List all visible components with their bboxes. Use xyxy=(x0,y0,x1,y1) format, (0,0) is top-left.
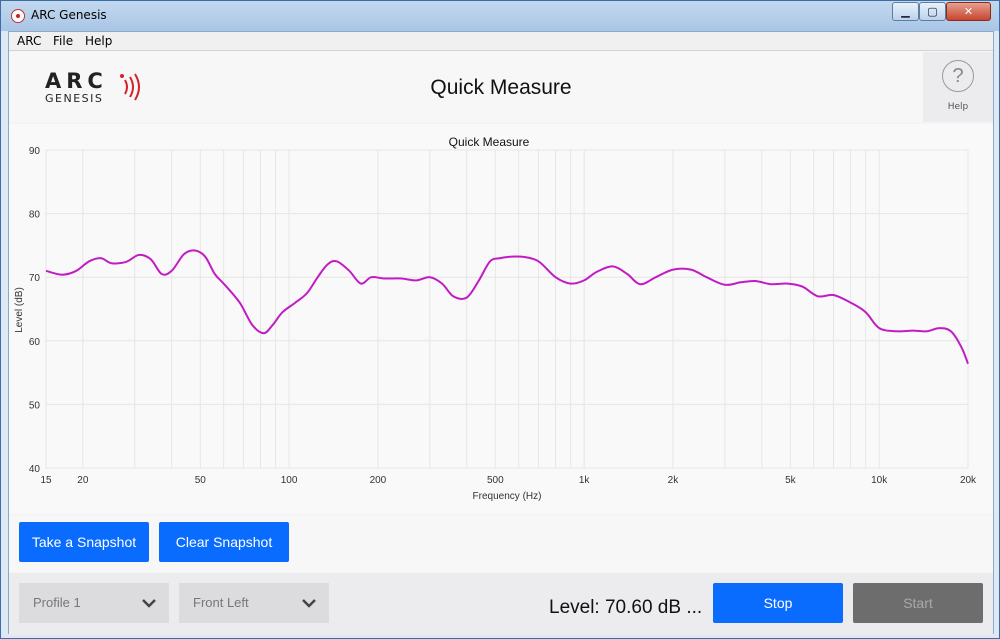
profile-select-value: Profile 1 xyxy=(33,595,81,610)
y-tick-label: 50 xyxy=(29,400,41,411)
stop-button[interactable]: Stop xyxy=(713,583,843,623)
help-button[interactable]: ? Help xyxy=(923,52,993,122)
x-tick-label: 20k xyxy=(960,475,977,486)
y-tick-label: 70 xyxy=(29,273,41,284)
plot-area xyxy=(45,149,969,469)
help-label: Help xyxy=(947,102,969,112)
header: ARC GENESIS Quick Measure ? Help xyxy=(9,52,993,122)
x-tick-label: 10k xyxy=(871,475,888,486)
close-button[interactable]: ✕ xyxy=(946,2,991,21)
minimize-button[interactable]: ▁ xyxy=(892,2,919,21)
page-title: Quick Measure xyxy=(430,76,572,99)
logo-arc-text: ARC xyxy=(45,69,108,93)
arc-genesis-logo: ARC GENESIS xyxy=(39,69,149,109)
clear-snapshot-button[interactable]: Clear Snapshot xyxy=(159,522,289,562)
client-area: ARC File Help ARC GENESIS Quick Measure … xyxy=(8,31,994,635)
control-row: Profile 1 Front Left Level: 70.60 dB ...… xyxy=(9,573,993,635)
take-snapshot-button[interactable]: Take a Snapshot xyxy=(19,522,149,562)
series-line xyxy=(45,249,969,365)
menu-arc[interactable]: ARC xyxy=(17,34,42,48)
window-title: ARC Genesis xyxy=(31,8,107,22)
help-icon: ? xyxy=(942,60,974,92)
maximize-button[interactable]: ▢ xyxy=(919,2,946,21)
chevron-down-icon xyxy=(142,599,156,608)
sound-waves-icon xyxy=(120,73,140,101)
y-axis-label: Level (dB) xyxy=(14,287,25,333)
x-tick-label: 1k xyxy=(579,475,591,486)
channel-select-value: Front Left xyxy=(193,595,249,610)
y-tick-label: 90 xyxy=(29,146,41,157)
level-readout: Level: 70.60 dB ... xyxy=(549,597,703,618)
x-tick-label: 500 xyxy=(487,475,504,486)
chart-title: Quick Measure xyxy=(449,135,530,149)
menu-file[interactable]: File xyxy=(53,34,74,48)
profile-select[interactable]: Profile 1 xyxy=(19,583,169,623)
x-tick-label: 50 xyxy=(195,475,207,486)
x-tick-label: 100 xyxy=(281,475,298,486)
menu-help[interactable]: Help xyxy=(85,34,113,48)
logo-genesis-text: GENESIS xyxy=(45,92,104,105)
snapshot-row: Take a Snapshot Clear Snapshot xyxy=(9,516,993,572)
x-tick-label: 20 xyxy=(77,475,89,486)
channel-select[interactable]: Front Left xyxy=(179,583,329,623)
chevron-down-icon xyxy=(302,599,316,608)
y-tick-label: 80 xyxy=(29,210,41,221)
chart-svg: Quick Measure 40 50 60 70 80 90 15 20 50 100 200 50… xyxy=(14,135,977,502)
x-tick-label: 15 xyxy=(40,475,52,486)
x-tick-label: 200 xyxy=(370,475,387,486)
y-tick-label: 40 xyxy=(29,464,41,475)
x-tick-label: 5k xyxy=(785,475,797,486)
quick-measure-chart: Quick Measure 40 50 60 70 80 90 15 20 50 100 200 50… xyxy=(9,124,993,514)
y-tick-label: 60 xyxy=(29,337,41,348)
x-axis-label: Frequency (Hz) xyxy=(473,491,542,502)
start-button: Start xyxy=(853,583,983,623)
menu-bar: ARC File Help xyxy=(9,32,993,51)
title-bar[interactable]: ARC Genesis ▁ ▢ ✕ xyxy=(1,1,999,31)
app-icon xyxy=(11,9,25,23)
x-tick-label: 2k xyxy=(668,475,680,486)
